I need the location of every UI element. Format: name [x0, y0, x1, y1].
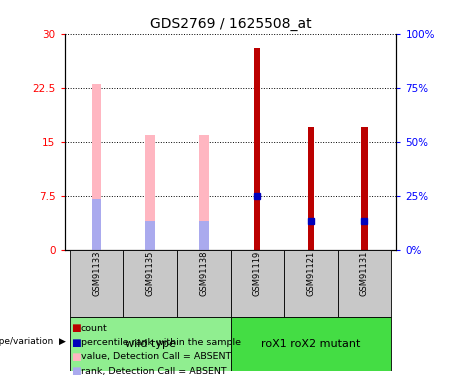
Text: percentile rank within the sample: percentile rank within the sample — [81, 338, 241, 347]
Text: GSM91121: GSM91121 — [306, 251, 315, 296]
Bar — [307, 128, 314, 250]
Bar — [124, 250, 177, 316]
Bar — [230, 250, 284, 316]
Bar — [70, 316, 230, 371]
Bar — [361, 128, 367, 250]
Bar — [199, 221, 208, 250]
Text: ■: ■ — [71, 338, 81, 348]
Bar — [254, 48, 260, 250]
Bar — [92, 84, 101, 250]
Bar — [284, 250, 337, 316]
Text: GSM91133: GSM91133 — [92, 251, 101, 297]
Bar — [145, 135, 155, 250]
Bar — [92, 200, 101, 250]
Text: rank, Detection Call = ABSENT: rank, Detection Call = ABSENT — [81, 367, 226, 375]
Text: ■: ■ — [71, 366, 81, 375]
Text: roX1 roX2 mutant: roX1 roX2 mutant — [261, 339, 361, 349]
Bar — [199, 135, 208, 250]
Text: genotype/variation  ▶: genotype/variation ▶ — [0, 337, 65, 346]
Bar — [337, 250, 391, 316]
Text: GSM91135: GSM91135 — [146, 251, 155, 296]
Title: GDS2769 / 1625508_at: GDS2769 / 1625508_at — [150, 17, 311, 32]
Text: count: count — [81, 324, 107, 333]
Bar — [177, 250, 230, 316]
Text: value, Detection Call = ABSENT: value, Detection Call = ABSENT — [81, 352, 231, 362]
Text: GSM91131: GSM91131 — [360, 251, 369, 296]
Bar — [70, 250, 124, 316]
Text: ■: ■ — [71, 352, 81, 362]
Bar — [145, 221, 155, 250]
Text: GSM91138: GSM91138 — [199, 251, 208, 297]
Bar — [230, 316, 391, 371]
Text: wild type: wild type — [125, 339, 176, 349]
Text: GSM91119: GSM91119 — [253, 251, 262, 296]
Text: ■: ■ — [71, 324, 81, 333]
